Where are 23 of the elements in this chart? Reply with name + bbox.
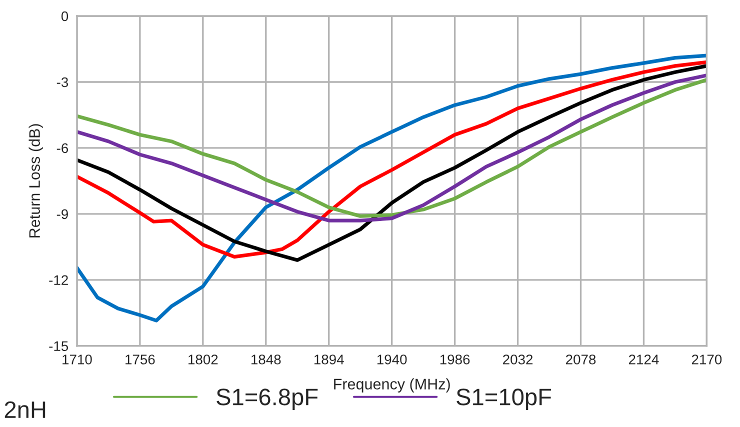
x-tick-label: 1940 <box>377 354 407 364</box>
legend-label: S1=6.8pF <box>216 388 318 410</box>
y-tick-label: -3 <box>56 77 68 88</box>
x-tick-label: 1756 <box>126 354 155 364</box>
y-tick-label: -15 <box>49 341 68 352</box>
y-tick-label: -12 <box>49 275 68 285</box>
y-tick-label: -6 <box>56 143 68 154</box>
x-tick-label: 2032 <box>503 354 533 364</box>
y-tick-label: -9 <box>56 209 68 220</box>
y-axis-title: Return Loss (dB) <box>28 124 43 238</box>
x-tick-label: 2078 <box>566 354 596 364</box>
x-tick-label: 1894 <box>314 354 344 364</box>
x-tick-label: 2170 <box>692 354 722 364</box>
x-axis-title: Frequency (MHz) <box>334 378 450 393</box>
line-series <box>76 54 707 322</box>
x-tick-label: 1710 <box>62 354 92 364</box>
x-tick-label: 1986 <box>440 354 470 364</box>
y-tick-label: 0 <box>61 11 68 22</box>
x-tick-label: 1848 <box>251 354 281 364</box>
x-tick-label: 1802 <box>188 354 218 364</box>
text: 2nH <box>4 401 46 418</box>
x-tick-label: 2124 <box>628 354 659 364</box>
legend-label: S1=10pF <box>456 388 552 410</box>
